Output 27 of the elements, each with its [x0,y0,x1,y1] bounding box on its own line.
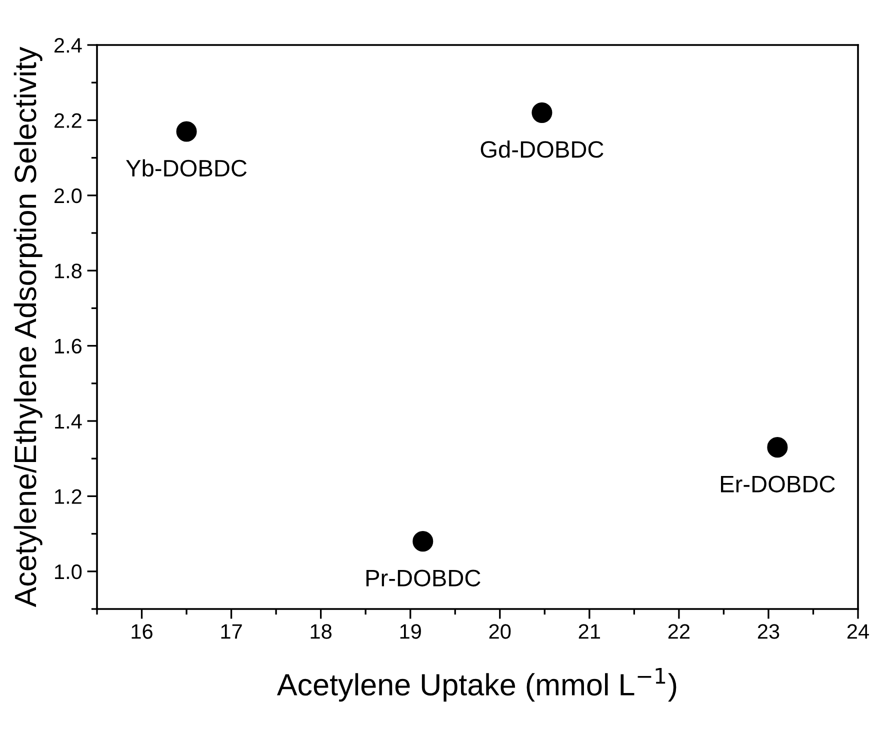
y-tick-label: 1.0 [55,564,82,580]
x-tick-label: 18 [310,624,332,639]
point [532,102,552,123]
y-axis-title: Acetylene/Ethylene Adsorption Selectivity [14,46,42,608]
x-tick-label: 19 [400,624,421,639]
y-tick-label: 1.8 [55,264,82,278]
y-tick-label: 1.6 [55,338,82,354]
x-tick-label: 22 [668,624,690,639]
x-tick-label: 24 [847,624,869,639]
point [412,531,434,552]
x-tick-label: 16 [132,624,152,639]
y-tick-label: 2.2 [54,113,82,128]
y-tick-label: 2.0 [54,188,82,204]
x-tick-label: 23 [758,624,780,639]
y-tick-label: 1.2 [55,489,82,504]
annotation: Gd-DOBDC [480,140,604,158]
y-tick-label: 2.4 [54,38,82,53]
x-tick-label: 20 [489,624,511,639]
annotation: Pr-DOBDC [366,570,480,586]
point [176,121,197,142]
point [767,437,788,458]
annotation: Yb-DOBDC [126,159,247,177]
annotation: Er-DOBDC [720,476,835,492]
x-tick-label: 21 [578,624,600,639]
y-tick-label: 1.4 [55,414,82,429]
x-tick-label: 17 [221,624,242,639]
x-axis-title: Acetylene Uptake (mmol L$^{−1}$) [276,668,676,702]
